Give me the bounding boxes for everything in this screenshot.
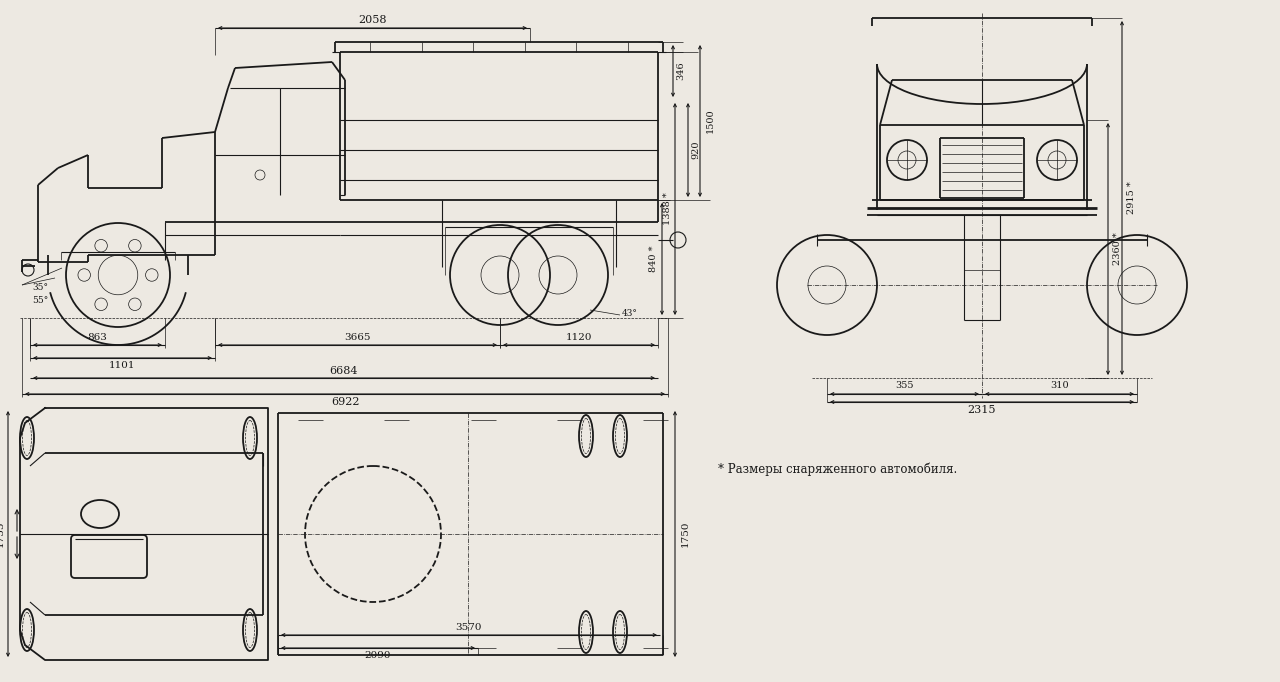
- Text: 1500: 1500: [705, 108, 714, 133]
- Text: 1750: 1750: [681, 521, 690, 547]
- Text: 43°: 43°: [622, 309, 637, 318]
- Text: * Размеры снаряженного автомобиля.: * Размеры снаряженного автомобиля.: [718, 462, 957, 475]
- Text: 55°: 55°: [32, 296, 49, 305]
- Text: 1388 *: 1388 *: [663, 192, 672, 225]
- Text: 2360 *: 2360 *: [1114, 233, 1123, 265]
- Text: 6922: 6922: [330, 397, 360, 407]
- Text: 2058: 2058: [358, 15, 387, 25]
- Text: 310: 310: [1050, 381, 1069, 391]
- Text: 2090: 2090: [365, 651, 392, 660]
- Text: 3570: 3570: [456, 623, 483, 632]
- Text: 1755: 1755: [0, 521, 5, 547]
- Text: 1101: 1101: [109, 361, 136, 370]
- Text: 2315: 2315: [968, 405, 996, 415]
- Text: 840 *: 840 *: [649, 246, 658, 272]
- Text: 2915 *: 2915 *: [1128, 181, 1137, 214]
- Text: 3665: 3665: [344, 333, 371, 342]
- Text: 355: 355: [895, 381, 914, 391]
- Text: 35°: 35°: [32, 283, 49, 292]
- Text: 6684: 6684: [330, 366, 358, 376]
- Text: 920: 920: [691, 140, 700, 160]
- Text: 863: 863: [87, 333, 108, 342]
- Text: 346: 346: [677, 61, 686, 80]
- Text: 1120: 1120: [566, 333, 593, 342]
